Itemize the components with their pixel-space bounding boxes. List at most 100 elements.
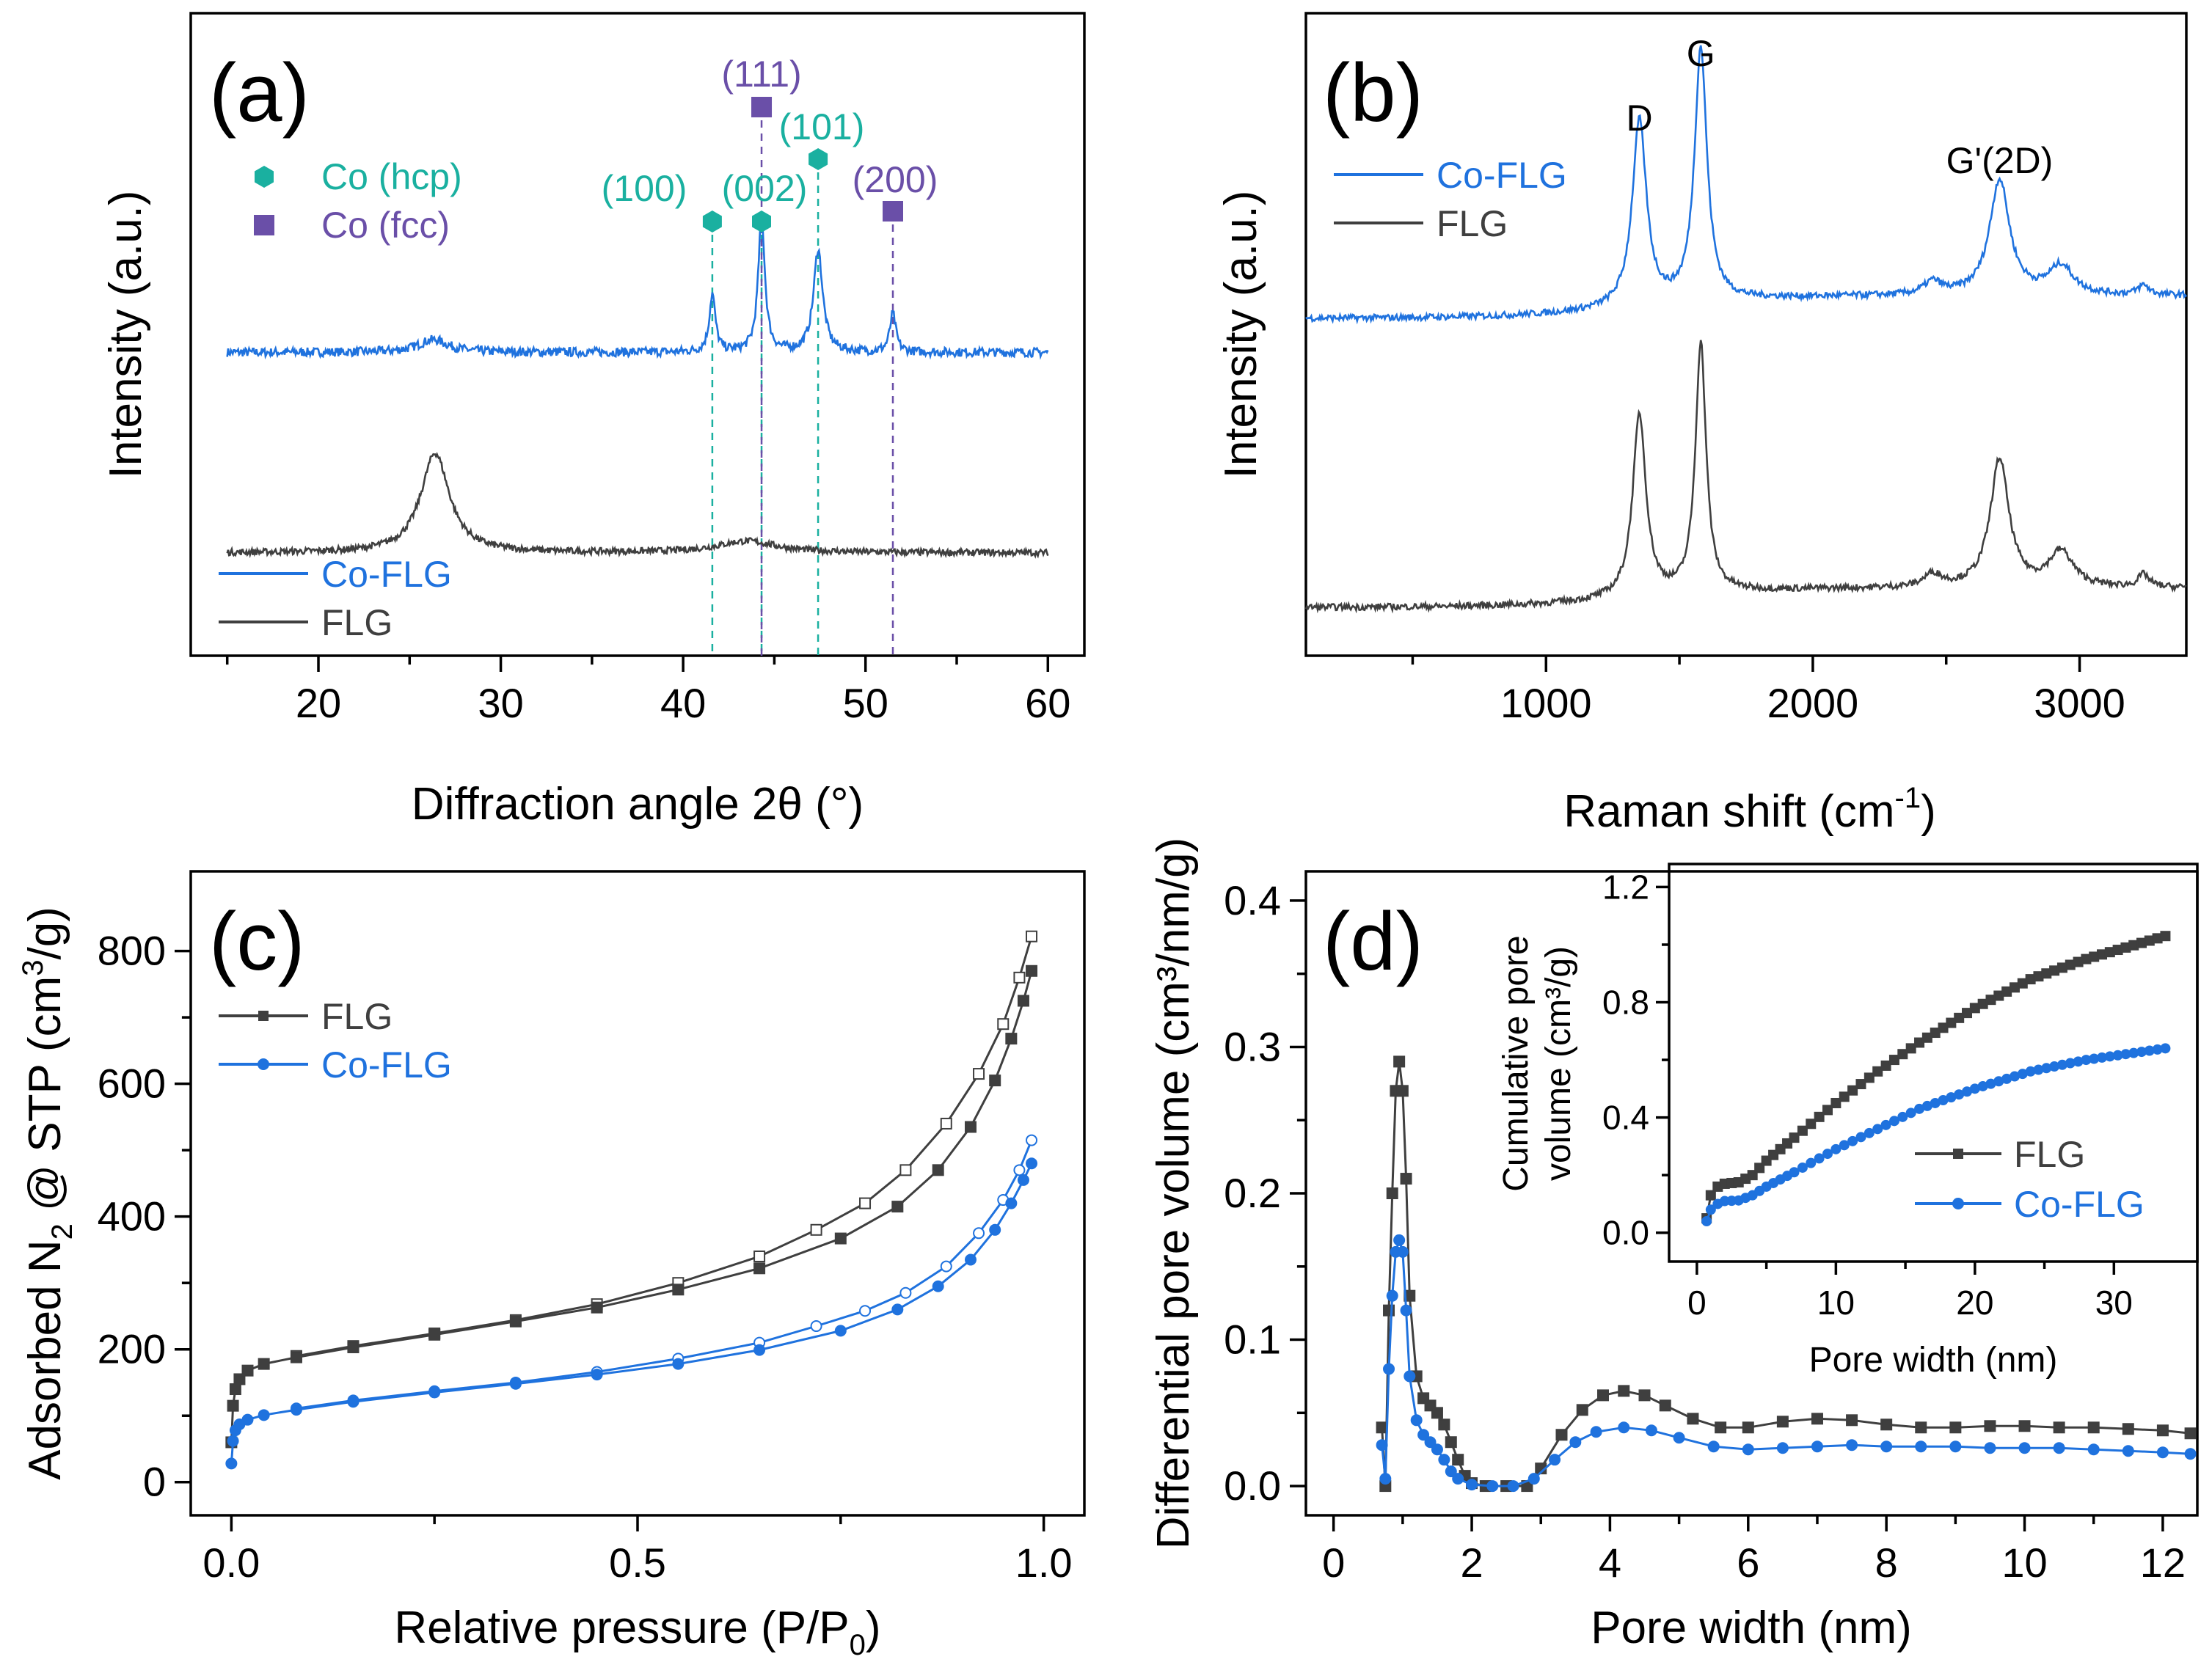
c-x-tick-label: 1.0 (1015, 1540, 1073, 1586)
series-flg-desorption-point (753, 1250, 766, 1262)
d-x-tick-label: 12 (2140, 1540, 2186, 1586)
series-co-flg-point (2053, 1442, 2065, 1454)
series-co-flg-adsorption-point (753, 1344, 766, 1356)
series-co-flg-line (1305, 45, 2188, 325)
inset-y-tick-label: 1.2 (1602, 868, 1649, 906)
inset-series-flg-point (2160, 931, 2171, 942)
d-y-tick-label: 0.1 (1224, 1317, 1281, 1363)
hcp-hexagon-icon (702, 211, 722, 233)
inset-series (1701, 931, 2171, 1227)
series-flg-point (1445, 1436, 1457, 1449)
panel-b-xlabel-main: Raman shift (cm (1563, 786, 1894, 837)
series-co-flg-point (1915, 1440, 1927, 1453)
hcp-hexagon-icon (752, 211, 771, 233)
peak-label-G'(2D): G'(2D) (1946, 140, 2054, 181)
series-co-flg-desorption-point (940, 1260, 952, 1273)
series-co-flg-point (1417, 1429, 1430, 1441)
series-flg-point (1984, 1420, 1996, 1432)
panel-d-inset: 0 10 20 30 0.0 0.4 0.8 1.2 Pore width (nm) Cumu… (1497, 863, 2199, 1380)
series-flg-point (2053, 1421, 2065, 1434)
series-co-flg-adsorption-point (834, 1325, 847, 1337)
legend-b-coflg-label: Co-FLG (1437, 155, 1567, 196)
series-co-flg-point (1880, 1440, 1893, 1453)
inset-series-flg-point (1789, 1132, 1800, 1143)
panel-a-series (226, 215, 1049, 559)
annotation-(002): (002) (722, 168, 808, 209)
c-x-tick-label: 0.5 (609, 1540, 666, 1586)
series-co-flg-adsorption-point (1017, 1174, 1029, 1186)
series-co-flg-adsorption-point (932, 1280, 944, 1292)
legend-a-flg-label: FLG (321, 602, 393, 643)
panel-a-xlabel: Diffraction angle 2θ (°) (412, 779, 864, 830)
d-x-tick-label: 8 (1875, 1540, 1898, 1586)
panel-b-raman: 1000 2000 3000 (b) Raman shift (cm-1) Inte… (1216, 12, 2188, 837)
inset-ticks: 0 10 20 30 0.0 0.4 0.8 1.2 (1602, 868, 2133, 1322)
panel-b-frame (1304, 12, 2188, 657)
panel-d-xlabel: Pore width (nm) (1591, 1603, 1912, 1653)
series-co-flg-line (226, 215, 1049, 360)
series-flg-desorption-point (810, 1223, 822, 1236)
series-flg-point (1776, 1416, 1789, 1428)
panel-c-ylabel-mid: @ STP (cm (20, 976, 70, 1223)
series-co-flg-point (1811, 1440, 1823, 1453)
series-co-flg-desorption-point (810, 1320, 822, 1333)
series-flg-point (1742, 1421, 1754, 1434)
series-flg-point (1431, 1407, 1443, 1419)
c-y-tick-label: 400 (98, 1193, 166, 1240)
legend-d-coflg-label: Co-FLG (2014, 1184, 2145, 1225)
series-flg-point (1438, 1418, 1450, 1431)
b-x-tick-label: 3000 (2034, 680, 2125, 726)
series-flg-desorption-point (940, 1117, 952, 1130)
inset-series-flg-point (1855, 1079, 1866, 1090)
legend-d-flg-label: FLG (2014, 1134, 2085, 1175)
inset-series-flg-point (1814, 1111, 1825, 1122)
series-flg-adsorption-point (834, 1232, 847, 1245)
series-flg-point (2087, 1421, 2100, 1434)
panel-d-ylabel: Differential pore volume (cm³/nm/g) (1148, 838, 1199, 1550)
series-flg-point (1618, 1385, 1630, 1397)
series-co-flg-adsorption-point (227, 1435, 239, 1447)
peak-label-D: D (1626, 98, 1652, 139)
series-flg-line (226, 452, 1049, 559)
panel-a-frame (189, 12, 1086, 657)
series-co-flg-desorption-line (296, 1140, 1033, 1410)
series-co-flg-point (1379, 1473, 1392, 1485)
series-flg-point (2156, 1424, 2169, 1437)
d-x-tick-label: 4 (1599, 1540, 1621, 1586)
panel-c-ylabel-sup: 3 (17, 960, 49, 976)
panel-b-xticks: 1000 2000 3000 (1411, 656, 2125, 726)
series-flg-point (1949, 1421, 1962, 1434)
inset-series-co-flg-point (1864, 1127, 1875, 1138)
hcp-hexagon-icon (808, 148, 828, 170)
panel-c-xlabel: Relative pressure (P/P0) (394, 1603, 880, 1661)
series-co-flg-desorption-point (1026, 1134, 1038, 1146)
inset-series-co-flg-point (1872, 1124, 1883, 1135)
panel-c-xlabel-end: ) (866, 1603, 881, 1653)
inset-x-tick-label: 20 (1956, 1284, 1993, 1322)
series-flg-adsorption-point (509, 1315, 522, 1328)
inset-series-co-flg-point (1847, 1135, 1858, 1146)
peak-label-G: G (1687, 33, 1715, 74)
series-flg-point (1393, 1055, 1406, 1068)
series-flg-desorption-point (899, 1164, 912, 1176)
series-flg-desorption-point (997, 1018, 1010, 1030)
series-co-flg-point (1404, 1370, 1416, 1383)
series-flg-line (1304, 340, 2187, 614)
a-x-tick-label: 40 (660, 680, 706, 726)
series-co-flg-point (2184, 1448, 2197, 1460)
series-co-flg-point (1618, 1421, 1630, 1434)
inset-series-co-flg-point (1705, 1204, 1716, 1215)
series-co-flg-point (2122, 1445, 2134, 1457)
fcc-square-icon (751, 97, 773, 117)
panel-d-series (1376, 1055, 2197, 1493)
inset-series-co-flg-point (1830, 1143, 1841, 1154)
c-y-tick-label: 600 (98, 1061, 166, 1107)
series-co-flg-adsorption-point (225, 1457, 238, 1470)
series-co-flg-point (1949, 1440, 1962, 1453)
series-flg-adsorption-line (230, 970, 1033, 1443)
panel-b-series (1304, 45, 2188, 614)
legend-b-flg-label: FLG (1437, 203, 1508, 244)
inset-frame (1668, 863, 2199, 1263)
series-flg-point (1715, 1421, 1727, 1434)
